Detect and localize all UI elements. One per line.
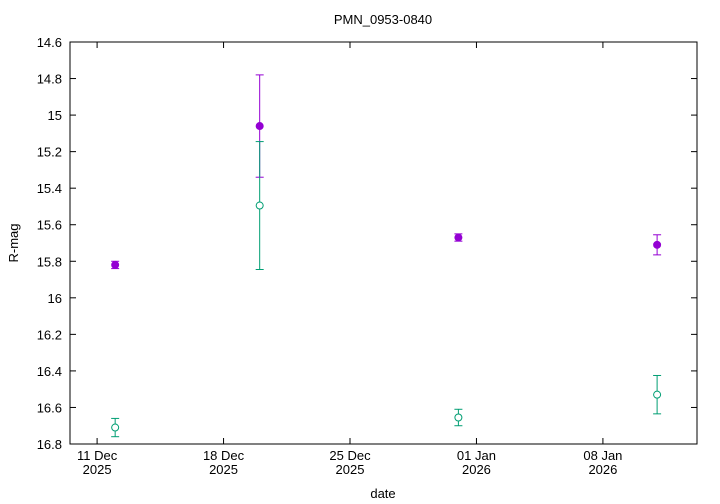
y-tick-label: 16 — [48, 291, 62, 306]
data-point — [454, 233, 463, 242]
chart-title: PMN_0953-0840 — [334, 12, 432, 27]
plot-frame — [69, 41, 698, 445]
y-tick-label: 15.6 — [37, 218, 62, 233]
data-point — [111, 423, 120, 432]
data-point — [255, 201, 264, 210]
x-tick-label: 01 Jan 2026 — [457, 448, 496, 477]
data-point — [111, 260, 120, 269]
x-tick-label: 18 Dec 2025 — [203, 448, 245, 477]
y-axis-label: R-mag — [6, 223, 21, 262]
y-tick-label: 15 — [48, 108, 62, 123]
y-tick-label: 16.6 — [37, 400, 62, 415]
data-point — [255, 122, 264, 131]
data-point — [454, 413, 463, 422]
x-tick-label: 11 Dec 2025 — [77, 448, 118, 477]
y-tick-label: 16.2 — [37, 327, 62, 342]
y-tick-label: 15.2 — [37, 145, 62, 160]
y-tick-label: 14.8 — [37, 72, 62, 87]
data-point — [653, 240, 662, 249]
y-tick-label: 14.6 — [37, 35, 62, 50]
y-tick-label: 16.4 — [37, 364, 62, 379]
y-tick-label: 15.4 — [37, 181, 62, 196]
x-tick-label: 08 Jan 2026 — [583, 448, 622, 477]
y-tick-label: 15.8 — [37, 254, 62, 269]
y-tick-label: 16.8 — [37, 437, 62, 452]
data-point — [653, 390, 662, 399]
x-axis-label: date — [370, 486, 395, 501]
x-tick-label: 25 Dec 2025 — [329, 448, 371, 477]
